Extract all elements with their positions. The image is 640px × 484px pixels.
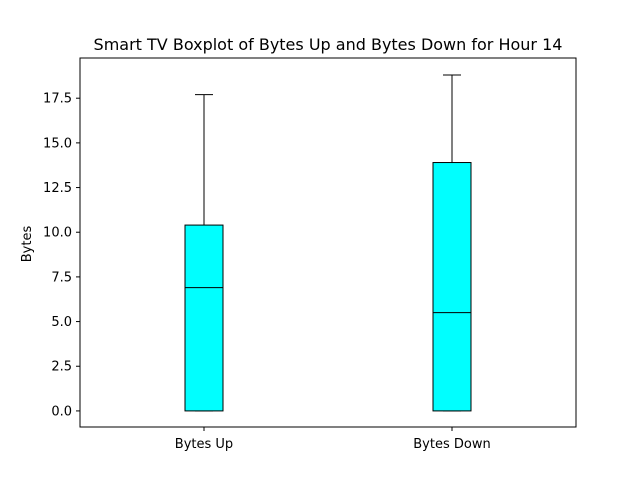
y-axis-label: Bytes [20,226,35,263]
y-tick-label: 15.0 [43,136,72,151]
y-tick-label: 0.0 [51,404,72,419]
y-tick-label: 7.5 [51,270,72,285]
y-tick-label: 5.0 [51,315,72,330]
y-tick-label: 2.5 [51,360,72,375]
x-tick-label: Bytes Up [175,437,233,452]
y-tick-label: 10.0 [43,226,72,241]
y-tick-label: 12.5 [43,181,72,196]
plot-area: 0.0 2.5 5.0 7.5 10.0 12.5 15.0 17.5 Bytes Up Byte… [43,57,577,452]
x-tick-label: Bytes Down [413,437,490,452]
box-bytes-down [432,162,472,412]
box-bytes-up [184,224,224,412]
axes-frame [79,57,577,428]
chart-title: Smart TV Boxplot of Bytes Up and Bytes D… [94,35,563,54]
y-tick-label: 17.5 [43,92,72,107]
